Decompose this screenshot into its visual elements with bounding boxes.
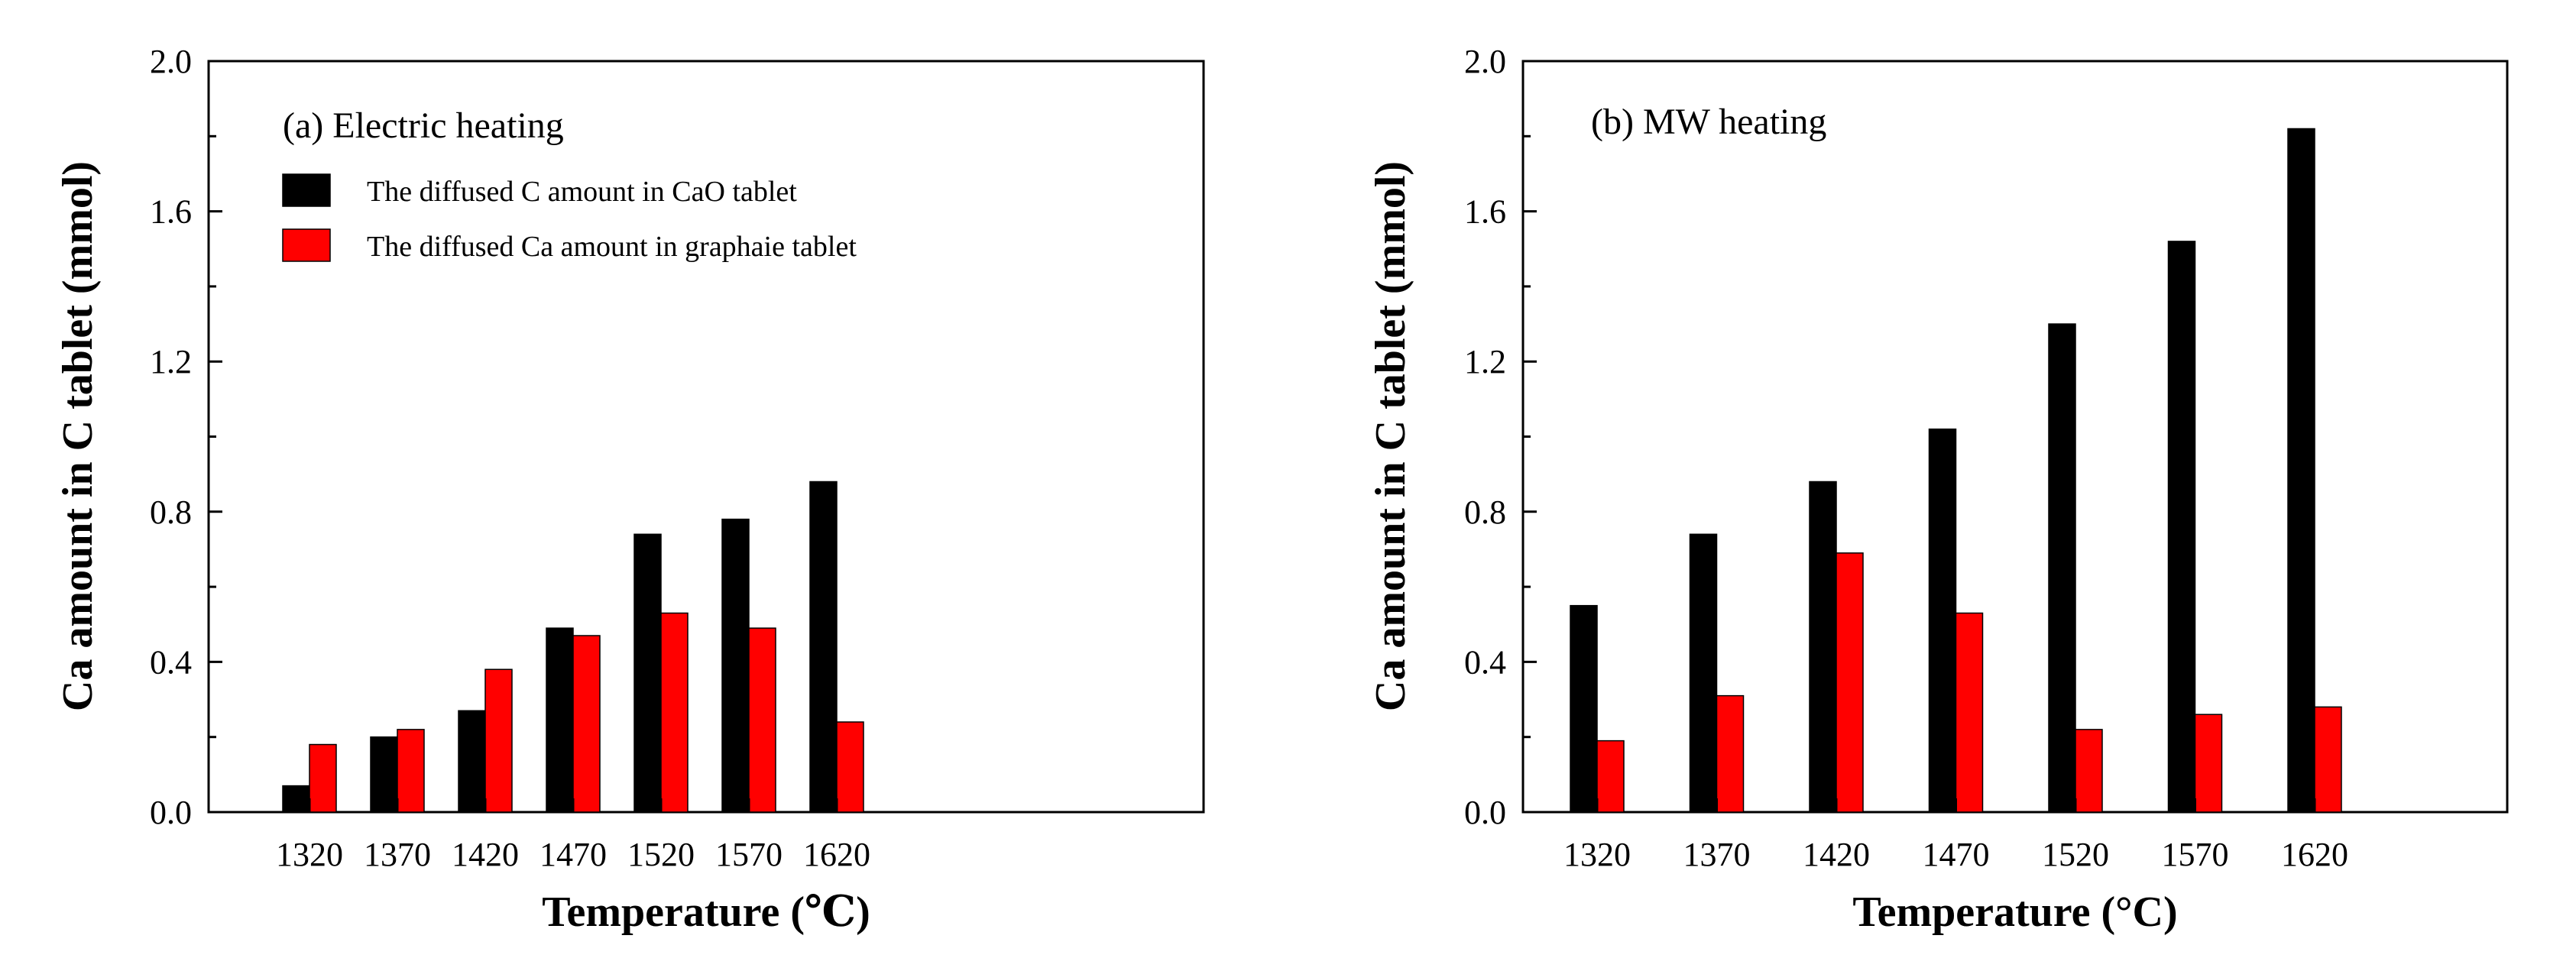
bar-a-s1-1370 (397, 729, 425, 813)
y-tick-label-b-5: 2.0 (1464, 43, 1506, 80)
ticks-a: 0.0 0.4 0.8 1.2 1.6 2.0 1320 1370 1420 1470 1520 15… (150, 43, 870, 873)
bar-a-s1-1620 (836, 721, 864, 813)
panel-title-a: (a) Electric heating (283, 105, 564, 146)
bar-b-s1-1320 (1596, 740, 1625, 813)
x-tick-label-a-0: 1320 (276, 836, 343, 873)
x-tick-label-a-2: 1420 (452, 836, 519, 873)
y-axis-title-a: Ca amount in C tablet (mmol) (54, 161, 102, 711)
plot-frame-b (1521, 60, 2509, 814)
x-tick-label-b-3: 1470 (1923, 836, 1990, 873)
bar-a-s0-1420 (458, 710, 486, 813)
x-tick-label-b-4: 1520 (2042, 836, 2109, 873)
legend-label-ca-amount-a: The diffused Ca amount in graphaie table… (367, 231, 857, 263)
bar-a-s1-1320 (309, 743, 337, 813)
legend-label-c-amount-a: The diffused C amount in CaO tablet (367, 176, 797, 208)
bar-b-s0-1420 (1809, 481, 1837, 813)
y-tick-label-b-2: 0.8 (1464, 494, 1506, 531)
bar-a-s1-1470 (572, 635, 601, 813)
y-tick-label-a-2: 0.8 (150, 494, 192, 531)
bar-b-s1-1370 (1716, 694, 1745, 813)
x-tick-label-a-3: 1470 (540, 836, 607, 873)
bar-b-s0-1370 (1689, 533, 1718, 813)
y-tick-label-a-0: 0.0 (150, 794, 192, 831)
bar-b-s0-1570 (2167, 241, 2196, 813)
y-axis-title-b: Ca amount in C tablet (mmol) (1367, 161, 1414, 711)
legend-swatch-red-a (282, 228, 331, 262)
bar-a-s0-1570 (721, 518, 750, 813)
bar-a-s1-1570 (748, 627, 776, 813)
x-tick-label-b-6: 1620 (2281, 836, 2348, 873)
legend-a: The diffused C amount in CaO tablet The … (282, 173, 857, 263)
bar-a-s0-1620 (809, 481, 838, 813)
y-tick-label-a-1: 0.4 (150, 643, 192, 681)
bar-b-s0-1470 (1928, 428, 1957, 813)
x-tick-label-b-2: 1420 (1803, 836, 1870, 873)
y-tick-label-b-4: 1.6 (1464, 193, 1506, 231)
chart-panel-a: (a) Electric heating Temperature (℃) Ca … (54, 43, 1205, 936)
bar-b-s1-1620 (2314, 706, 2342, 813)
bars-b (1570, 128, 2342, 813)
bar-a-s1-1520 (660, 612, 689, 813)
y-tick-label-b-0: 0.0 (1464, 794, 1506, 831)
x-tick-label-a-4: 1520 (627, 836, 695, 873)
bar-b-s0-1320 (1570, 604, 1598, 813)
bar-a-s0-1520 (633, 533, 662, 813)
bar-b-s1-1520 (2075, 729, 2103, 813)
x-tick-label-a-6: 1620 (803, 836, 870, 873)
bar-b-s1-1420 (1836, 552, 1864, 813)
bar-a-s0-1470 (546, 627, 574, 813)
bars-a (282, 481, 864, 813)
ticks-b: 0.0 0.4 0.8 1.2 1.6 2.0 1320 1370 1420 1470 1520 15… (1464, 43, 2348, 873)
y-tick-label-b-1: 0.4 (1464, 643, 1506, 681)
x-axis-title-b: Temperature (°C) (1852, 888, 2177, 936)
bar-a-s0-1320 (282, 785, 310, 813)
bar-b-s0-1520 (2048, 323, 2076, 813)
bar-b-s0-1620 (2287, 128, 2315, 813)
plot-frame-a (207, 60, 1205, 814)
bar-a-s0-1370 (370, 736, 398, 813)
x-tick-label-a-1: 1370 (364, 836, 431, 873)
x-axis-title-a: Temperature (℃) (542, 888, 870, 936)
x-tick-label-a-5: 1570 (715, 836, 783, 873)
x-tick-label-b-0: 1320 (1563, 836, 1631, 873)
bar-b-s1-1470 (1955, 612, 1984, 813)
bar-a-s1-1420 (484, 668, 513, 813)
chart-panel-b: (b) MW heating Temperature (°C) Ca amoun… (1367, 43, 2509, 936)
x-tick-label-b-1: 1370 (1683, 836, 1751, 873)
legend-swatch-black-a (282, 173, 331, 207)
panel-title-b: (b) MW heating (1591, 102, 1826, 142)
y-tick-label-b-3: 1.2 (1464, 343, 1506, 380)
y-tick-label-a-4: 1.6 (150, 193, 192, 231)
y-tick-label-a-5: 2.0 (150, 43, 192, 80)
x-tick-label-b-5: 1570 (2162, 836, 2229, 873)
bar-b-s1-1570 (2194, 714, 2223, 813)
y-tick-label-a-3: 1.2 (150, 343, 192, 380)
